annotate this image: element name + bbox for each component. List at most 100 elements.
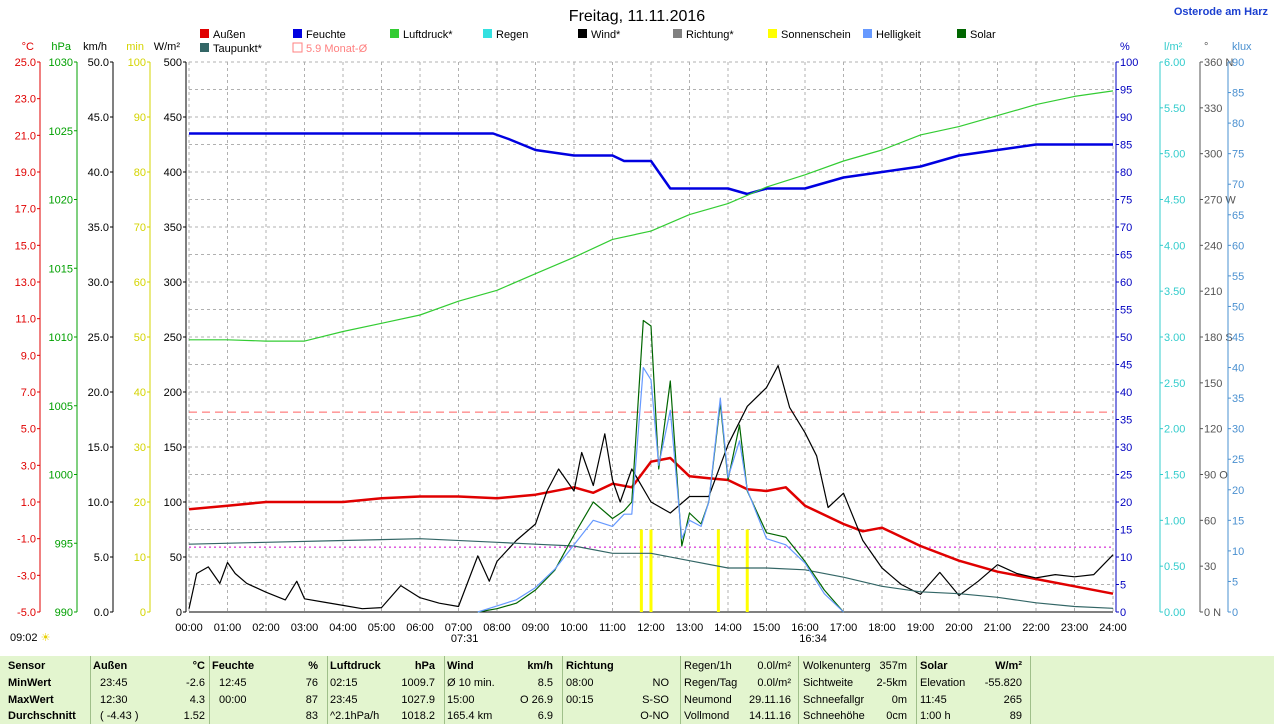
legend-swatch	[863, 29, 872, 38]
right-axis-tick-label: 360 N	[1204, 57, 1233, 69]
series-line-taupunkt	[188, 538, 1114, 609]
solar-value: 265	[1003, 694, 1022, 706]
wolken-label: Schneefallgr	[803, 694, 865, 706]
legend-label: Wind*	[591, 29, 621, 41]
right-axis-tick-label: 80	[1120, 167, 1132, 179]
x-tick-label: 23:00	[1061, 622, 1089, 634]
right-axis-tick-label: 300	[1204, 149, 1222, 161]
wind-label: 15:00	[447, 694, 475, 706]
right-axis-tick-label: 210	[1204, 286, 1222, 298]
right-axis-tick-label: 35	[1120, 415, 1132, 427]
luftdruck-label: ^2.1hPa/h	[330, 710, 380, 722]
x-tick-label: 24:00	[1099, 622, 1127, 634]
right-axis-tick-label: 1.50	[1164, 470, 1185, 482]
legend-swatch	[483, 29, 492, 38]
wind-value: 6.9	[537, 710, 553, 722]
right-axis-tick-label: 0 N	[1204, 607, 1221, 619]
footer-divider	[90, 656, 91, 724]
right-axis-tick-label: 95	[1120, 85, 1132, 97]
luftdruck-label: 02:15	[330, 677, 358, 689]
series-line-luftdruck	[189, 90, 1114, 342]
right-axis-tick-label: 30	[1120, 442, 1132, 454]
x-tick-label: 10:00	[560, 622, 588, 634]
legend-swatch	[768, 29, 777, 38]
legend-label: Taupunkt*	[213, 43, 263, 55]
left-axis-tick-label: 3.0	[21, 460, 36, 472]
wind-label: 165.4 km	[447, 710, 493, 722]
right-axis-tick-label: 60	[1204, 515, 1216, 527]
chart-title: Freitag, 11.11.2016	[569, 8, 705, 25]
x-tick-label: 08:00	[483, 622, 511, 634]
right-axis-unit: °	[1204, 41, 1208, 53]
right-axis-tick-label: 2.00	[1164, 424, 1185, 436]
left-axis-tick-label: 100	[128, 57, 146, 69]
sunshine-bar	[649, 529, 653, 612]
left-axis-tick-label: 5.0	[21, 424, 36, 436]
left-axis-tick-label: 450	[164, 112, 182, 124]
x-axis: 00:00 01:00 02:00 03:00 04:00 05:00 06:00 07:00…	[175, 622, 1127, 645]
left-axis-tick-label: 17.0	[15, 204, 36, 216]
right-axis-tick-label: 25	[1120, 470, 1132, 482]
solar-header: Solar	[920, 660, 948, 672]
luftdruck-value: 1027.9	[401, 694, 435, 706]
luftdruck-unit: hPa	[414, 660, 435, 672]
left-axis-tick-label: -5.0	[17, 607, 36, 619]
left-axis-tick-label: 1010	[49, 332, 73, 344]
legend-label: 5.9 Monat-Ø	[306, 43, 368, 55]
x-tick-label: 16:00	[791, 622, 819, 634]
right-axis-tick-label: 60	[1120, 277, 1132, 289]
regen-label: Regen/1h	[684, 660, 732, 672]
solar-label: Elevation	[920, 677, 966, 689]
aussen-value: 1.52	[183, 710, 205, 722]
right-axis-tick-label: 5	[1232, 576, 1238, 588]
legend-swatch	[293, 29, 302, 38]
footer-divider	[916, 656, 917, 724]
left-axis-tick-label: 1015	[49, 263, 73, 275]
left-axis-tick-label: 60	[134, 277, 146, 289]
left-axis-tick-label: 350	[164, 222, 182, 234]
luftdruck-label: 23:45	[330, 694, 358, 706]
left-axis-unit: °C	[22, 41, 34, 53]
wind-label: Ø 10 min.	[447, 677, 495, 689]
right-axis-tick-label: 90 O	[1204, 470, 1228, 482]
richtung-value: O-NO	[640, 710, 669, 722]
x-tick-label: 22:00	[1022, 622, 1050, 634]
left-axis-tick-label: 7.0	[21, 387, 36, 399]
left-axis-tick-label: 0	[176, 607, 182, 619]
solar-unit: W/m²	[995, 660, 1022, 672]
left-axis-tick-label: 11.0	[15, 314, 36, 326]
left-axis-tick-label: 25.0	[88, 332, 109, 344]
right-axis-tick-label: 20	[1232, 485, 1244, 497]
right-axis-tick-label: 20	[1120, 497, 1132, 509]
feuchte-label: 12:45	[219, 677, 247, 689]
legend-label: Sonnenschein	[781, 29, 851, 41]
right-axis-tick-label: 150	[1204, 378, 1222, 390]
footer-divider	[444, 656, 445, 724]
legend-label: Luftdruck*	[403, 29, 453, 41]
aussen-label: 23:45	[100, 677, 128, 689]
x-tick-label: 18:00	[868, 622, 896, 634]
solar-value: 89	[1009, 710, 1022, 722]
right-axis-tick-label: 3.00	[1164, 332, 1185, 344]
right-axis-tick-label: 100	[1120, 57, 1138, 69]
left-axis-tick-label: 1005	[49, 401, 73, 413]
richtung-label: 08:00	[566, 677, 594, 689]
right-axis-tick-label: 10	[1120, 552, 1132, 564]
left-axis-tick-label: 5.0	[94, 552, 109, 564]
left-axis-unit: min	[126, 41, 144, 53]
right-axis-tick-label: 50	[1232, 301, 1244, 313]
left-axis-tick-label: 20	[134, 497, 146, 509]
legend-swatch	[957, 29, 966, 38]
x-tick-label: 21:00	[984, 622, 1012, 634]
aussen-header: Außen	[93, 660, 128, 672]
wind-unit: km/h	[527, 660, 553, 672]
right-axis-unit: klux	[1232, 41, 1252, 53]
x-tick-label: 17:00	[830, 622, 858, 634]
legend-swatch	[292, 42, 303, 53]
sensor-row-label: MaxWert	[8, 694, 54, 706]
regen-value: 0.0l/m²	[757, 677, 791, 689]
series-line-helligkeit	[477, 367, 844, 613]
right-axis-tick-label: 45	[1120, 360, 1132, 372]
left-axis-tick-label: 1020	[49, 195, 73, 207]
series-line-wind	[188, 365, 1114, 610]
